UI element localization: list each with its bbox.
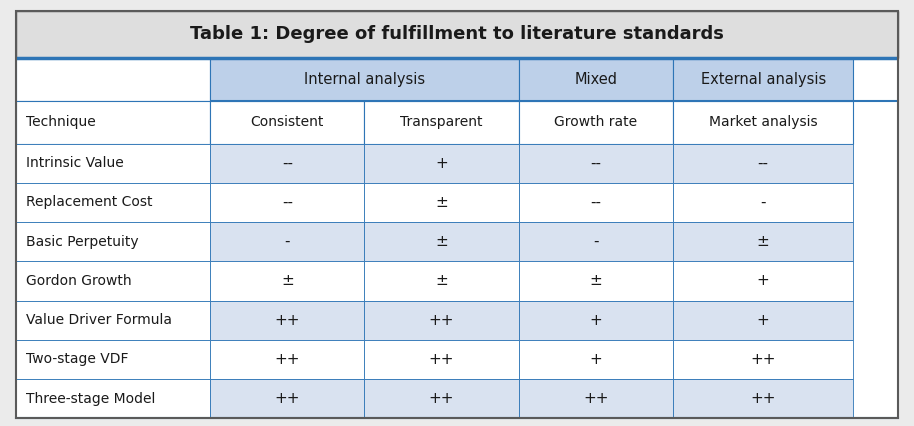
Text: Internal analysis: Internal analysis: [304, 72, 425, 86]
Text: ±: ±: [435, 273, 448, 288]
Bar: [673, 58, 854, 101]
Bar: [518, 101, 673, 144]
Bar: [673, 222, 854, 261]
Bar: [673, 340, 854, 379]
Bar: [210, 379, 365, 418]
Bar: [16, 144, 210, 183]
Text: ++: ++: [750, 391, 776, 406]
Bar: [16, 379, 210, 418]
Text: ++: ++: [429, 313, 454, 328]
Text: ++: ++: [429, 352, 454, 367]
Bar: [365, 340, 518, 379]
Bar: [518, 222, 673, 261]
Bar: [673, 144, 854, 183]
Bar: [16, 58, 210, 101]
Text: +: +: [435, 155, 448, 171]
Text: Technique: Technique: [26, 115, 95, 129]
Bar: [365, 379, 518, 418]
Text: --: --: [590, 155, 601, 171]
Bar: [518, 261, 673, 301]
Bar: [365, 183, 518, 222]
Text: Mixed: Mixed: [574, 72, 617, 86]
Text: +: +: [590, 313, 602, 328]
Bar: [673, 379, 854, 418]
Text: Two-stage VDF: Two-stage VDF: [26, 352, 128, 366]
Text: ±: ±: [281, 273, 293, 288]
Text: Market analysis: Market analysis: [709, 115, 817, 129]
Text: Basic Perpetuity: Basic Perpetuity: [26, 235, 138, 249]
Bar: [210, 144, 365, 183]
Text: +: +: [757, 273, 770, 288]
Text: ++: ++: [274, 313, 300, 328]
Text: Three-stage Model: Three-stage Model: [26, 391, 155, 406]
Bar: [365, 261, 518, 301]
Text: External analysis: External analysis: [700, 72, 826, 86]
Text: ++: ++: [583, 391, 609, 406]
Text: +: +: [757, 313, 770, 328]
Bar: [210, 261, 365, 301]
Bar: [16, 222, 210, 261]
Text: Intrinsic Value: Intrinsic Value: [26, 156, 123, 170]
Bar: [673, 261, 854, 301]
Bar: [673, 301, 854, 340]
Bar: [210, 101, 365, 144]
Text: --: --: [758, 155, 769, 171]
Text: Gordon Growth: Gordon Growth: [26, 274, 132, 288]
Bar: [210, 183, 365, 222]
Text: -: -: [284, 234, 290, 249]
Text: -: -: [760, 195, 766, 210]
Bar: [210, 340, 365, 379]
Bar: [16, 11, 898, 58]
Text: Transparent: Transparent: [400, 115, 483, 129]
Text: ++: ++: [750, 352, 776, 367]
Text: Consistent: Consistent: [250, 115, 324, 129]
Bar: [518, 340, 673, 379]
Bar: [518, 144, 673, 183]
Bar: [518, 301, 673, 340]
Bar: [518, 58, 673, 101]
Text: -: -: [593, 234, 599, 249]
Bar: [518, 379, 673, 418]
Text: ++: ++: [429, 391, 454, 406]
Text: ++: ++: [274, 391, 300, 406]
Bar: [365, 301, 518, 340]
Text: --: --: [590, 195, 601, 210]
Bar: [210, 301, 365, 340]
Bar: [16, 101, 210, 144]
Bar: [16, 261, 210, 301]
Text: ±: ±: [435, 195, 448, 210]
Bar: [365, 144, 518, 183]
Bar: [365, 101, 518, 144]
Text: ±: ±: [757, 234, 770, 249]
Bar: [673, 101, 854, 144]
Text: ±: ±: [590, 273, 602, 288]
Bar: [16, 301, 210, 340]
Text: --: --: [282, 195, 292, 210]
Text: +: +: [590, 352, 602, 367]
Text: ++: ++: [274, 352, 300, 367]
Text: Table 1: Degree of fulfillment to literature standards: Table 1: Degree of fulfillment to litera…: [190, 25, 724, 43]
Text: Replacement Cost: Replacement Cost: [26, 196, 152, 210]
Bar: [210, 58, 518, 101]
Text: ±: ±: [435, 234, 448, 249]
Text: Growth rate: Growth rate: [554, 115, 637, 129]
Text: --: --: [282, 155, 292, 171]
Bar: [210, 222, 365, 261]
Bar: [365, 222, 518, 261]
Bar: [673, 183, 854, 222]
Bar: [518, 183, 673, 222]
Bar: [16, 340, 210, 379]
Text: Value Driver Formula: Value Driver Formula: [26, 313, 172, 327]
Bar: [16, 183, 210, 222]
